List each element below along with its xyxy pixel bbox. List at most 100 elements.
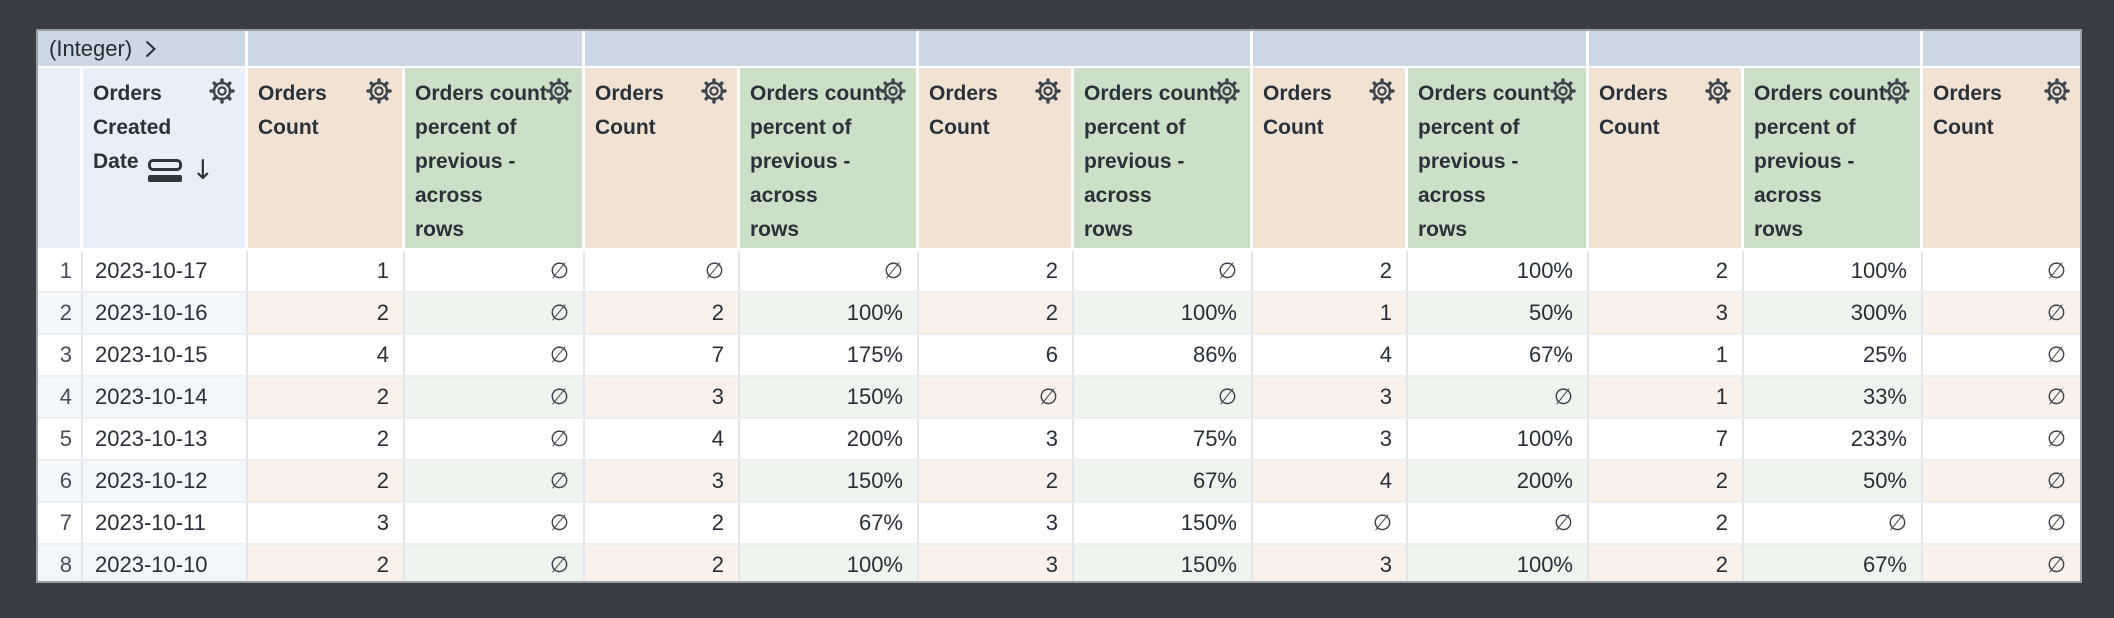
count-value-cell[interactable]: 2 [1589,503,1744,543]
count-value-cell[interactable]: ∅ [1923,251,2080,291]
date-cell[interactable]: 2023-10-10 [83,545,248,581]
date-cell[interactable]: 2023-10-17 [83,251,248,291]
count-value-cell[interactable]: ∅ [1923,503,2080,543]
count-value-cell[interactable]: 2 [248,293,405,333]
count-value-cell[interactable]: ∅ [1923,335,2080,375]
percent-value-cell[interactable]: 233% [1744,419,1923,459]
count-value-cell[interactable]: 3 [919,503,1074,543]
percent-value-cell[interactable]: 67% [740,503,919,543]
count-value-cell[interactable]: 2 [248,545,405,581]
gear-icon[interactable] [208,77,236,105]
percent-value-cell[interactable]: ∅ [405,461,585,501]
percent-value-cell[interactable]: 100% [1408,251,1589,291]
count-value-cell[interactable]: 1 [1589,335,1744,375]
percent-value-cell[interactable]: 200% [740,419,919,459]
percent-value-cell[interactable]: 50% [1408,293,1589,333]
count-value-cell[interactable]: 3 [1253,419,1408,459]
percent-value-cell[interactable]: 75% [1074,419,1253,459]
gear-icon[interactable] [1213,77,1241,105]
column-header-measure-2[interactable]: Orders Count [248,68,405,248]
count-value-cell[interactable]: 3 [248,503,405,543]
percent-value-cell[interactable]: 33% [1744,377,1923,417]
gear-icon[interactable] [1704,77,1732,105]
column-header-measure-10[interactable]: Orders Count [1589,68,1744,248]
column-header-percent-7[interactable]: Orders count percent of previous - across ro… [1074,68,1253,248]
gear-icon[interactable] [1034,77,1062,105]
count-value-cell[interactable]: ∅ [1923,545,2080,581]
date-cell[interactable]: 2023-10-11 [83,503,248,543]
percent-value-cell[interactable]: 150% [740,377,919,417]
column-header-measure-6[interactable]: Orders Count [919,68,1074,248]
count-value-cell[interactable]: 2 [919,461,1074,501]
percent-value-cell[interactable]: ∅ [1408,377,1589,417]
chevron-right-icon[interactable] [138,37,162,61]
gear-icon[interactable] [1883,77,1911,105]
count-value-cell[interactable]: 2 [1253,251,1408,291]
count-value-cell[interactable]: ∅ [1253,503,1408,543]
percent-value-cell[interactable]: ∅ [405,293,585,333]
percent-value-cell[interactable]: 150% [1074,545,1253,581]
percent-value-cell[interactable]: ∅ [405,419,585,459]
count-value-cell[interactable]: 3 [585,377,740,417]
count-value-cell[interactable]: 3 [1253,377,1408,417]
percent-value-cell[interactable]: ∅ [740,251,919,291]
count-value-cell[interactable]: ∅ [919,377,1074,417]
count-value-cell[interactable]: 1 [248,251,405,291]
count-value-cell[interactable]: 2 [585,503,740,543]
count-value-cell[interactable]: 1 [1253,293,1408,333]
count-value-cell[interactable]: 1 [1589,377,1744,417]
percent-value-cell[interactable]: 100% [1074,293,1253,333]
count-value-cell[interactable]: 2 [248,419,405,459]
percent-value-cell[interactable]: 175% [740,335,919,375]
count-value-cell[interactable]: 6 [919,335,1074,375]
percent-value-cell[interactable]: 150% [1074,503,1253,543]
count-value-cell[interactable]: 2 [1589,545,1744,581]
count-value-cell[interactable]: 4 [1253,335,1408,375]
count-value-cell[interactable]: ∅ [1923,461,2080,501]
column-header-percent-3[interactable]: Orders count percent of previous - across ro… [405,68,585,248]
gear-icon[interactable] [1549,77,1577,105]
count-value-cell[interactable]: 2 [585,545,740,581]
gear-icon[interactable] [2043,77,2071,105]
date-cell[interactable]: 2023-10-12 [83,461,248,501]
count-value-cell[interactable]: 2 [1589,461,1744,501]
gear-icon[interactable] [365,77,393,105]
percent-value-cell[interactable]: ∅ [405,545,585,581]
percent-value-cell[interactable]: 100% [1744,251,1923,291]
count-value-cell[interactable]: 3 [1589,293,1744,333]
percent-value-cell[interactable]: 100% [1408,419,1589,459]
count-value-cell[interactable]: 3 [919,419,1074,459]
percent-value-cell[interactable]: ∅ [1074,251,1253,291]
count-value-cell[interactable]: 3 [919,545,1074,581]
percent-value-cell[interactable]: 67% [1074,461,1253,501]
count-value-cell[interactable]: 2 [248,377,405,417]
gear-icon[interactable] [879,77,907,105]
percent-value-cell[interactable]: ∅ [405,503,585,543]
percent-value-cell[interactable]: 67% [1744,545,1923,581]
percent-value-cell[interactable]: ∅ [1408,503,1589,543]
count-value-cell[interactable]: 7 [1589,419,1744,459]
count-value-cell[interactable]: ∅ [585,251,740,291]
count-value-cell[interactable]: 4 [1253,461,1408,501]
gear-icon[interactable] [545,77,573,105]
date-cell[interactable]: 2023-10-16 [83,293,248,333]
percent-value-cell[interactable]: ∅ [405,377,585,417]
percent-value-cell[interactable]: ∅ [405,335,585,375]
column-header-percent-9[interactable]: Orders count percent of previous - across ro… [1408,68,1589,248]
count-value-cell[interactable]: 4 [248,335,405,375]
percent-value-cell[interactable]: 150% [740,461,919,501]
count-value-cell[interactable]: 3 [585,461,740,501]
gear-icon[interactable] [1368,77,1396,105]
count-value-cell[interactable]: ∅ [1923,293,2080,333]
column-header-percent-5[interactable]: Orders count percent of previous - across ro… [740,68,919,248]
count-value-cell[interactable]: 2 [919,251,1074,291]
count-value-cell[interactable]: ∅ [1923,419,2080,459]
percent-value-cell[interactable]: 100% [740,545,919,581]
count-value-cell[interactable]: 2 [1589,251,1744,291]
percent-value-cell[interactable]: 100% [1408,545,1589,581]
percent-value-cell[interactable]: 25% [1744,335,1923,375]
percent-value-cell[interactable]: 300% [1744,293,1923,333]
percent-value-cell[interactable]: ∅ [1744,503,1923,543]
column-header-measure-12[interactable]: Orders Count [1923,68,2080,248]
percent-value-cell[interactable]: 100% [740,293,919,333]
